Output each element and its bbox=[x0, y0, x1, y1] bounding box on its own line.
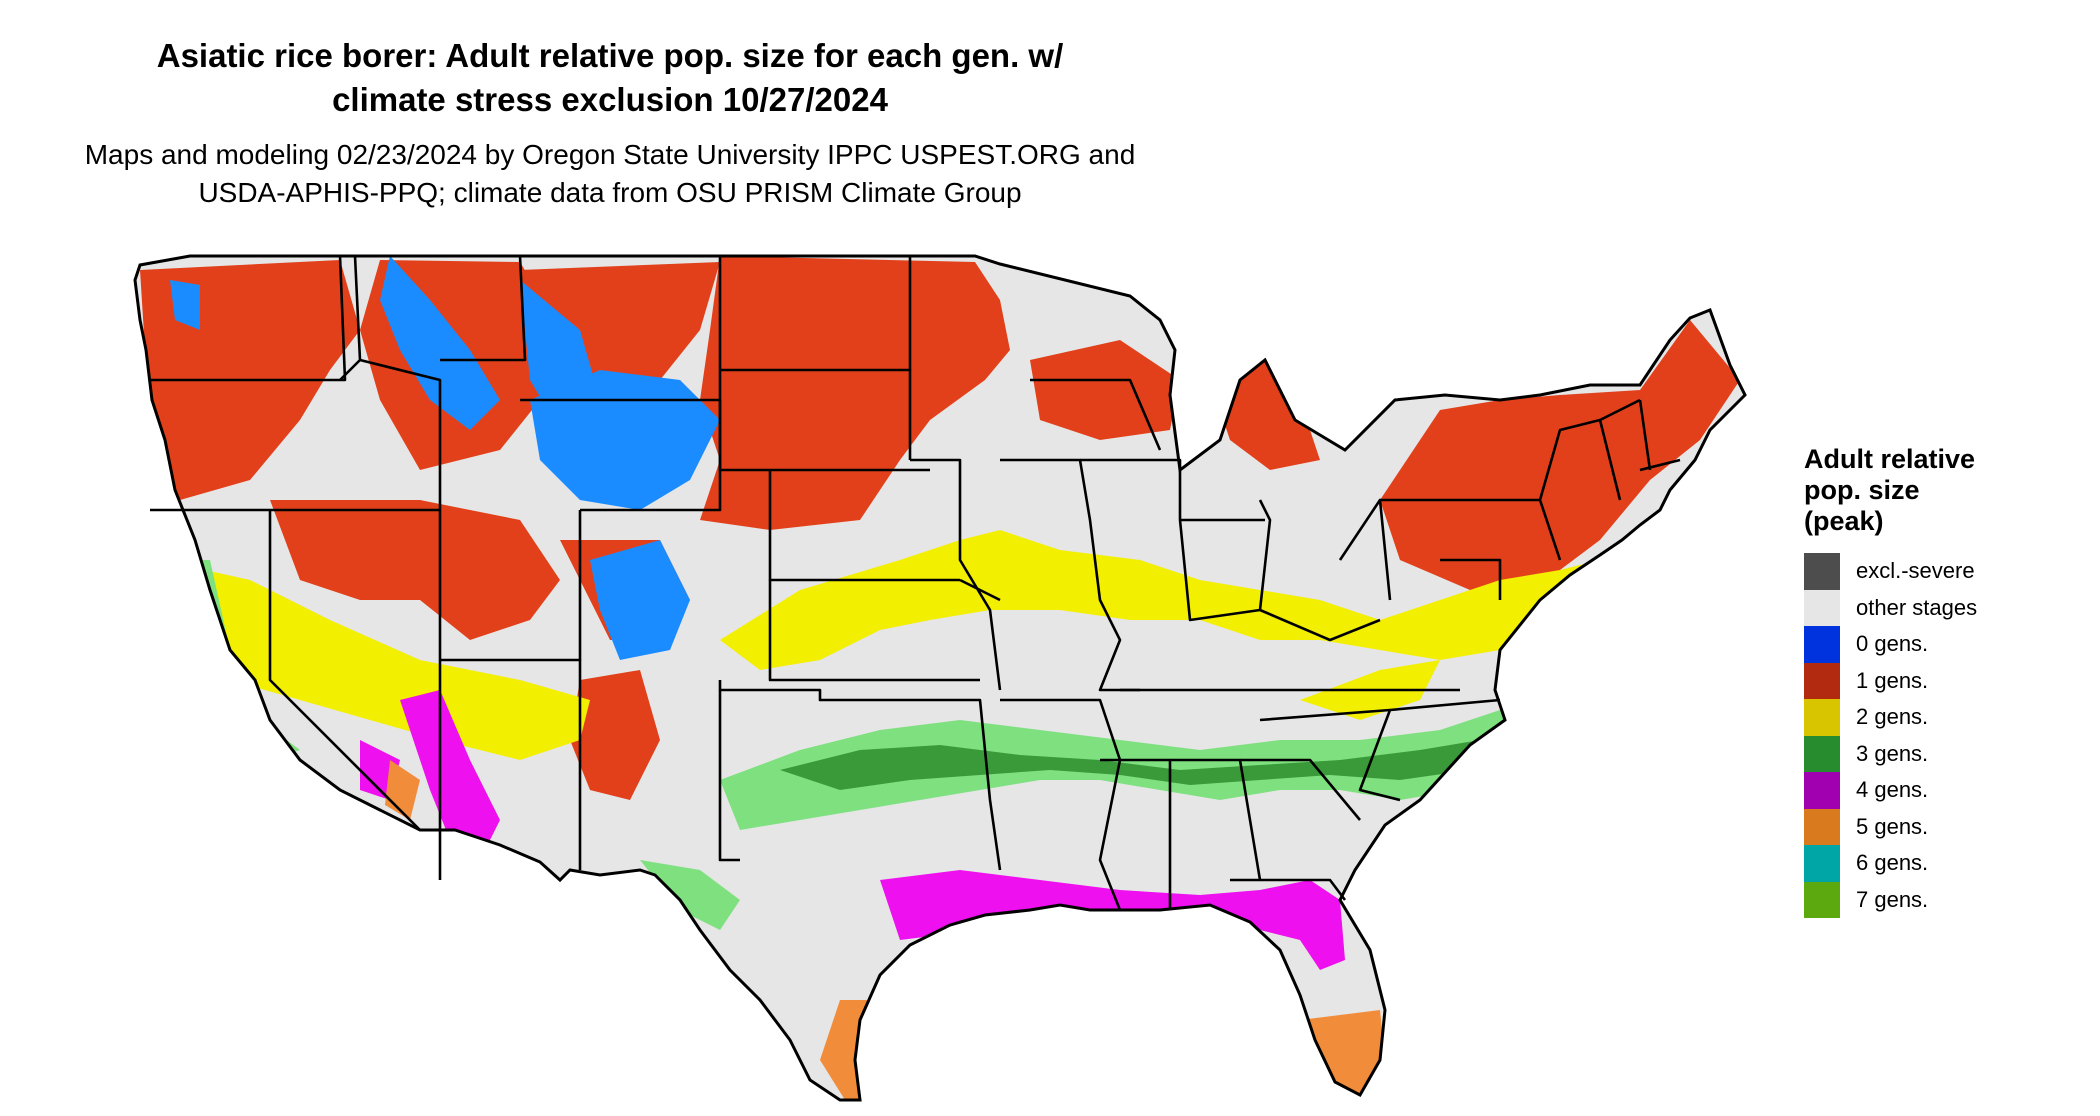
legend-title-line-1: Adult relative bbox=[1804, 444, 1976, 474]
state-borders bbox=[150, 255, 1681, 911]
chart-title: Asiatic rice borer: Adult relative pop. … bbox=[0, 34, 1220, 122]
legend-label: 7 gens. bbox=[1856, 886, 1929, 912]
legend-item: 5 gens. bbox=[1804, 808, 2084, 845]
legend-item: 0 gens. bbox=[1804, 626, 2084, 663]
legend-swatch bbox=[1804, 881, 1840, 918]
zone-3-gens-dark bbox=[780, 740, 1480, 790]
legend-item: 3 gens. bbox=[1804, 735, 2084, 772]
legend-item: excl.-severe bbox=[1804, 553, 2084, 590]
legend-swatch bbox=[1804, 589, 1840, 626]
legend-items: excl.-severe other stages 0 gens. 1 gens. 2 … bbox=[1804, 553, 2084, 918]
legend-title-line-3: (peak) bbox=[1804, 506, 1884, 536]
subtitle-line-1: Maps and modeling 02/23/2024 by Oregon S… bbox=[84, 139, 1136, 170]
legend-label: 1 gens. bbox=[1856, 667, 1929, 693]
subtitle-line-2: USDA-APHIS-PPQ; climate data from OSU PR… bbox=[198, 177, 1022, 208]
legend-swatch bbox=[1804, 626, 1840, 663]
legend-item: 2 gens. bbox=[1804, 699, 2084, 736]
title-line-1: Asiatic rice borer: Adult relative pop. … bbox=[156, 37, 1064, 74]
legend-item: 7 gens. bbox=[1804, 881, 2084, 918]
legend-swatch bbox=[1804, 772, 1840, 809]
legend-swatch bbox=[1804, 808, 1840, 845]
legend-label: 3 gens. bbox=[1856, 740, 1929, 766]
us-map bbox=[133, 254, 1747, 1102]
zone-0-gens bbox=[170, 256, 720, 660]
legend-item: 1 gens. bbox=[1804, 662, 2084, 699]
legend-swatch bbox=[1804, 662, 1840, 699]
legend: Adult relative pop. size (peak) excl.-se… bbox=[1804, 444, 2084, 918]
legend-swatch bbox=[1804, 735, 1840, 772]
legend-item: other stages bbox=[1804, 589, 2084, 626]
legend-title: Adult relative pop. size (peak) bbox=[1804, 444, 2084, 537]
title-line-2: climate stress exclusion 10/27/2024 bbox=[332, 81, 888, 118]
legend-swatch bbox=[1804, 553, 1840, 590]
legend-item: 6 gens. bbox=[1804, 845, 2084, 882]
legend-label: 4 gens. bbox=[1856, 777, 1929, 803]
chart-subtitle: Maps and modeling 02/23/2024 by Oregon S… bbox=[0, 136, 1220, 212]
legend-title-line-2: pop. size bbox=[1804, 475, 1920, 505]
legend-label: 0 gens. bbox=[1856, 631, 1929, 657]
us-land-base bbox=[135, 256, 1745, 1100]
us-outline bbox=[133, 254, 1747, 1102]
legend-swatch bbox=[1804, 845, 1840, 882]
legend-label: 5 gens. bbox=[1856, 813, 1929, 839]
legend-label: excl.-severe bbox=[1856, 558, 1975, 584]
legend-label: 2 gens. bbox=[1856, 704, 1929, 730]
legend-label: other stages bbox=[1856, 594, 1978, 620]
legend-swatch bbox=[1804, 699, 1840, 736]
legend-label: 6 gens. bbox=[1856, 850, 1929, 876]
legend-item: 4 gens. bbox=[1804, 772, 2084, 809]
